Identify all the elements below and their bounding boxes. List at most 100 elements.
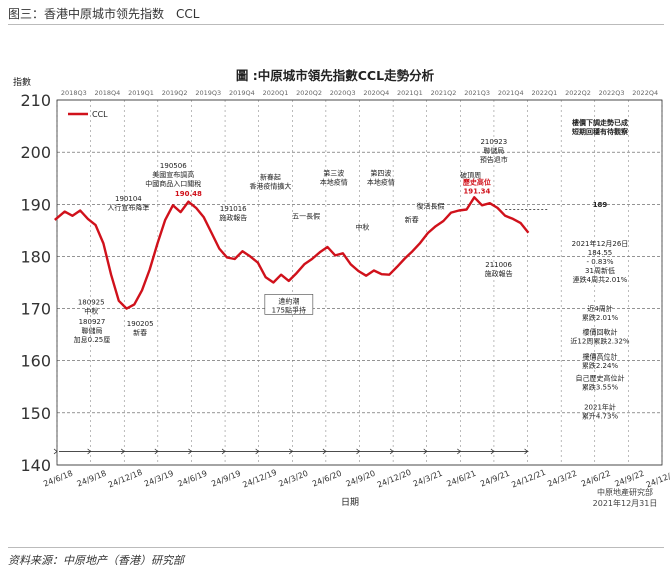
quarter-arrowhead xyxy=(53,448,58,455)
quarter-label: 2019Q1 xyxy=(128,89,154,97)
x-tick-label: 24/6/19 xyxy=(177,469,209,489)
quarter-arrowhead xyxy=(87,448,92,455)
quarter-label: 2022Q4 xyxy=(632,89,658,97)
event-box xyxy=(264,294,314,315)
right-note-label: 樓價高位計 xyxy=(583,352,618,361)
quarter-arrowhead xyxy=(389,448,394,455)
x-tick-label: 24/12/21 xyxy=(510,468,547,490)
right-note-label: 2021年計 xyxy=(584,403,616,412)
annotation-label: 預告退市 xyxy=(480,155,508,164)
right-note-label: 自己歷史高位計 xyxy=(576,374,625,383)
annotation-label: 施政報告 xyxy=(219,213,247,222)
quarter-arrowhead xyxy=(221,448,226,455)
y-tick-label: 210 xyxy=(20,91,51,110)
annotation-label: 210923 xyxy=(480,138,507,146)
right-note-label: 累跌2.01% xyxy=(582,313,619,322)
event-box-label: 違約潮 xyxy=(278,296,299,305)
x-tick-label: 24/6/22 xyxy=(580,469,612,489)
quarter-label: 2021Q1 xyxy=(397,89,423,97)
y-tick-label: 170 xyxy=(20,300,51,319)
right-note-label: 近4周計 xyxy=(587,304,612,313)
annotation-label: 新春起 xyxy=(260,172,281,181)
quarter-label: 2019Q3 xyxy=(195,89,221,97)
y-tick-label: 140 xyxy=(20,456,51,475)
quarter-arrowhead xyxy=(255,448,260,455)
legend-label: CCL xyxy=(92,110,108,119)
right-note-label: 累跌3.55% xyxy=(582,383,619,392)
quarter-arrowhead xyxy=(120,448,125,455)
x-tick-label: 24/3/20 xyxy=(277,469,309,489)
figure-caption: 图三：香港中原城市领先指数 CCL xyxy=(8,7,200,21)
annotation-label: 中秋 xyxy=(84,306,98,315)
chart-title: 圖 :中原城市領先指數CCL走勢分析 xyxy=(236,68,435,83)
quarter-label: 2019Q2 xyxy=(162,89,188,97)
right-note-label: 樓價回軟計 xyxy=(583,328,618,337)
quarter-label: 2022Q1 xyxy=(531,89,557,97)
annotation-label: 施政報告 xyxy=(485,269,513,278)
quarter-label: 2020Q3 xyxy=(330,89,356,97)
chart-credit: 2021年12月31日 xyxy=(593,498,658,508)
right-note-label: 近12周累跌2.32% xyxy=(570,337,629,346)
quarter-arrowhead xyxy=(490,448,495,455)
chart-credit: 中原地產研究部 xyxy=(597,487,653,497)
y-axis-label: 指數 xyxy=(13,76,31,88)
quarter-arrowhead xyxy=(289,448,293,455)
quarter-label: 2022Q3 xyxy=(599,89,625,97)
quarter-label: 2020Q1 xyxy=(263,89,289,97)
annotation-label: 破頂周 xyxy=(460,171,481,180)
annotation-label: 新春 xyxy=(405,215,419,224)
right-note-label: 累升4.73% xyxy=(582,412,619,421)
right-note-label: - 0.83% xyxy=(587,258,614,266)
right-note-label: 2021年12月26日 xyxy=(572,239,629,248)
source-note: 资料来源：中原地产（香港）研究部 xyxy=(8,554,184,567)
ccl-series-line xyxy=(54,196,530,310)
source-divider xyxy=(8,547,664,548)
y-tick-label: 150 xyxy=(20,404,51,423)
event-box-label: 175點爭持 xyxy=(272,305,306,314)
quarter-label: 2021Q2 xyxy=(431,89,457,97)
right-note-label: 184.55 xyxy=(588,249,613,257)
annotation-label: 人行宣布降準 xyxy=(107,203,149,212)
quarter-arrowhead xyxy=(423,448,428,455)
annotation-label: 第四波 xyxy=(370,169,391,178)
x-tick-label: 24/9/21 xyxy=(479,469,511,489)
quarter-label: 2019Q4 xyxy=(229,89,255,97)
annotation-label: 本地疫情 xyxy=(367,178,395,187)
annotation-label: 191.34 xyxy=(463,187,490,195)
quarter-label: 2020Q2 xyxy=(296,89,322,97)
quarter-arrowhead xyxy=(457,448,461,455)
quarter-label: 2021Q4 xyxy=(498,89,524,97)
annotation-label: 加息0.25厘 xyxy=(74,335,111,344)
right-note-label: 樓價下調走勢已成 xyxy=(572,118,628,127)
x-tick-label: 24/9/18 xyxy=(76,469,108,489)
annotation-label: 聯儲局 xyxy=(483,146,504,155)
annotation-label: 本地疫情 xyxy=(320,178,348,187)
annotation-label: 中國商品入口關稅 xyxy=(145,179,201,188)
right-note-label: 連跌4周共2.01% xyxy=(573,275,628,284)
annotation-label: 五一長假 xyxy=(292,211,320,220)
x-axis-label: 日期 xyxy=(341,497,359,508)
x-tick-label: 24/9/20 xyxy=(345,469,377,489)
y-tick-label: 200 xyxy=(20,143,51,162)
quarter-arrowhead xyxy=(524,448,529,455)
x-tick-label: 24/3/19 xyxy=(143,469,175,489)
right-note-label: 189 xyxy=(593,201,608,209)
annotation-label: 190.48 xyxy=(175,190,202,198)
annotation-label: 美國宣布調高 xyxy=(152,170,194,179)
right-note-label: 短期回穩有待觀察 xyxy=(572,127,629,136)
right-note-label: 累跌2.24% xyxy=(582,361,619,370)
annotation-label: 中秋 xyxy=(355,222,369,231)
x-tick-label: 24/12/19 xyxy=(241,468,278,490)
y-tick-label: 160 xyxy=(20,352,51,371)
annotation-label: 190205 xyxy=(127,320,154,328)
x-tick-label: 24/12/18 xyxy=(107,468,144,490)
quarter-arrowhead xyxy=(154,448,159,455)
quarter-label: 2018Q3 xyxy=(61,89,87,97)
y-tick-label: 180 xyxy=(20,247,51,266)
x-tick-label: 24/9/22 xyxy=(613,469,645,489)
annotation-label: 180927 xyxy=(79,318,106,326)
annotation-label: 聯儲局 xyxy=(81,326,102,335)
x-tick-label: 24/12/20 xyxy=(376,468,413,490)
x-tick-label: 24/3/22 xyxy=(546,469,578,489)
annotation-label: 第三波 xyxy=(323,169,344,178)
